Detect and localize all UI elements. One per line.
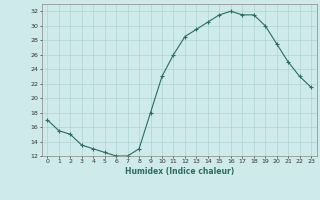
X-axis label: Humidex (Indice chaleur): Humidex (Indice chaleur)	[124, 167, 234, 176]
